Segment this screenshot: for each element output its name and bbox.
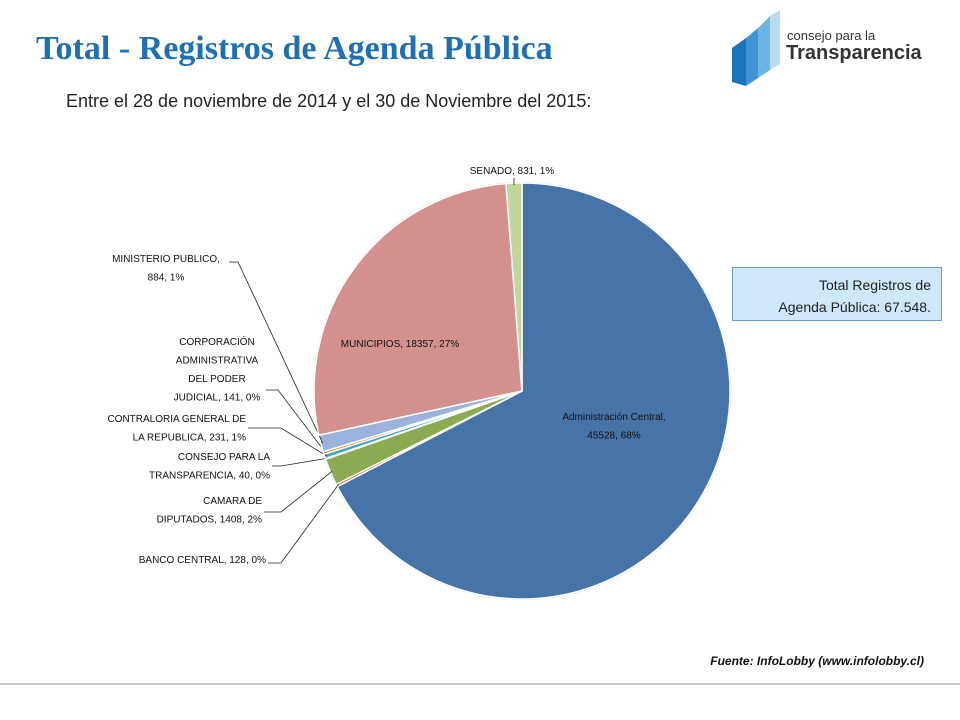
leader-line-5 — [266, 389, 326, 453]
slice-label-0: Administración Central, 45528, 68% — [562, 412, 665, 442]
slice-label-3: CONSEJO PARA LA TRANSPARENCIA, 40, 0% — [149, 452, 270, 482]
leader-line-4 — [248, 427, 327, 457]
slice-label-1: BANCO CENTRAL, 128, 0% — [139, 555, 266, 566]
logo-text-main: Transparencia — [786, 42, 922, 64]
leader-line-3 — [272, 457, 328, 467]
leader-line-2 — [264, 470, 333, 513]
source-note: Fuente: InfoLobby (www.infolobby.cl) — [710, 654, 924, 668]
total-callout: Total Registros de Agenda Pública: 67.54… — [732, 267, 942, 321]
page-title: Total - Registros de Agenda Pública — [36, 30, 553, 67]
footer-divider — [0, 683, 960, 685]
total-callout-line2: Agenda Pública: 67.548. — [778, 299, 931, 315]
pie-slice-7 — [313, 182, 523, 437]
total-callout-line1: Total Registros de — [818, 277, 931, 293]
slice-label-7: MUNICIPIOS, 18357, 27% — [341, 339, 459, 350]
leader-line-1 — [268, 484, 339, 564]
brand-logo: consejo para la Transparencia — [724, 8, 924, 88]
page-subtitle: Entre el 28 de noviembre de 2014 y el 30… — [66, 91, 592, 111]
slice-label-8: SENADO, 831, 1% — [470, 166, 555, 177]
logo-text-top: consejo para la — [787, 28, 876, 43]
slice-label-5: CORPORACIÓN ADMINISTRATIVA DEL PODER JUDICI… — [174, 335, 261, 404]
slice-label-4: CONTRALORIA GENERAL DE LA REPUBLICA, 231,… — [107, 414, 246, 444]
leader-line-6 — [229, 261, 324, 444]
slice-label-6: MINISTERIO PUBLICO, 884, 1% — [112, 254, 220, 284]
slice-label-2: CAMARA DE DIPUTADOS, 1408, 2% — [157, 496, 263, 526]
transparencia-logo-icon — [732, 10, 780, 86]
pie-slice-0 — [336, 182, 731, 600]
